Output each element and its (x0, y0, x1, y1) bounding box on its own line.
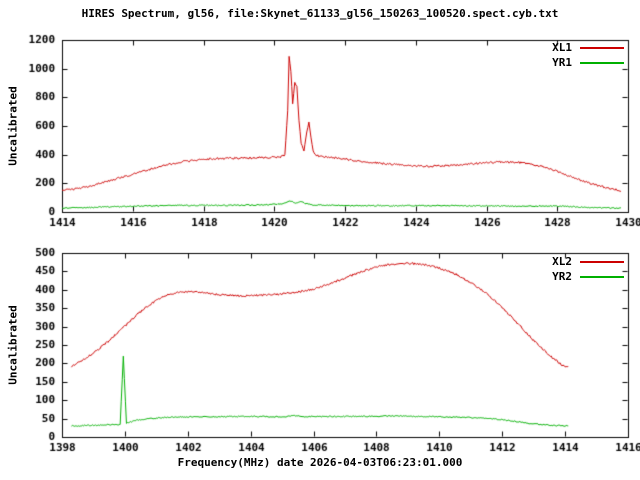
legend-row-xl1: XL1 (552, 42, 624, 53)
legend-bottom: XL2 YR2 (552, 256, 624, 282)
ylabel-top: Uncalibrated (6, 86, 20, 166)
legend-label-yr1: YR1 (552, 56, 572, 69)
legend-label-yr2: YR2 (552, 270, 572, 283)
legend-line-yr1 (580, 61, 624, 64)
legend-label-xl2: XL2 (552, 255, 572, 268)
legend-row-yr2: YR2 (552, 271, 624, 282)
xlabel: Frequency(MHz) date 2026-04-03T06:23:01.… (177, 456, 463, 469)
legend-line-xl2 (580, 260, 624, 263)
chart-title: HIRES Spectrum, gl56, file:Skynet_61133_… (81, 7, 559, 20)
ylabel-bottom: Uncalibrated (6, 305, 20, 385)
legend-top: XL1 YR1 (552, 42, 624, 68)
legend-row-xl2: XL2 (552, 256, 624, 267)
legend-label-xl1: XL1 (552, 41, 572, 54)
legend-row-yr1: YR1 (552, 57, 624, 68)
legend-line-xl1 (580, 46, 624, 49)
legend-line-yr2 (580, 275, 624, 278)
